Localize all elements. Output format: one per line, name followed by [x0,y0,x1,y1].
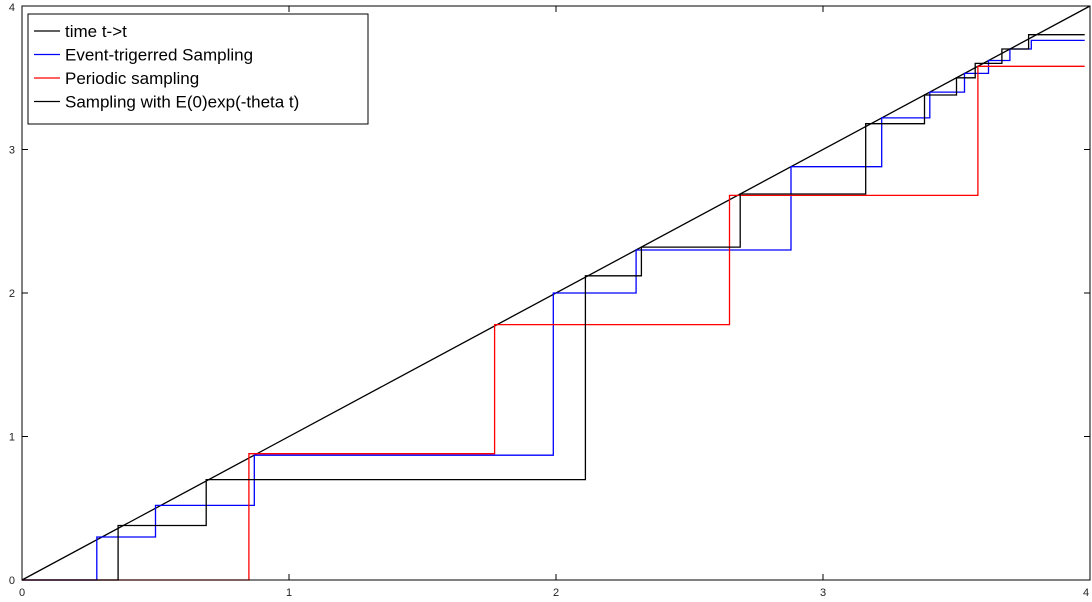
y-tick-label: 0 [9,575,15,587]
legend-label-3: Sampling with E(0)exp(-theta t) [65,93,299,112]
legend-label-1: Event-trigerred Sampling [65,46,253,65]
x-tick-label: 3 [820,587,826,599]
legend-label-0: time t->t [65,22,127,41]
x-tick-label: 1 [286,587,292,599]
y-tick-label: 3 [9,145,15,157]
tick-layer: 0 1 2 3 4 0 1 2 3 4 [9,2,1091,599]
x-tick-label: 4 [1083,587,1089,599]
series-line-2 [22,65,1085,581]
series-line-1 [22,39,1085,581]
x-tick-label: 0 [19,587,25,599]
legend-label-2: Periodic sampling [65,69,199,88]
series-line-3 [22,34,1085,581]
y-tick-label: 1 [9,432,15,444]
y-tick-label: 2 [9,288,15,300]
legend: time t->t Event-trigerred Sampling Periodi… [27,13,369,125]
y-tick-label: 4 [9,2,15,14]
series-layer [21,5,1091,581]
x-tick-label: 2 [553,587,559,599]
legend-box [27,13,369,125]
